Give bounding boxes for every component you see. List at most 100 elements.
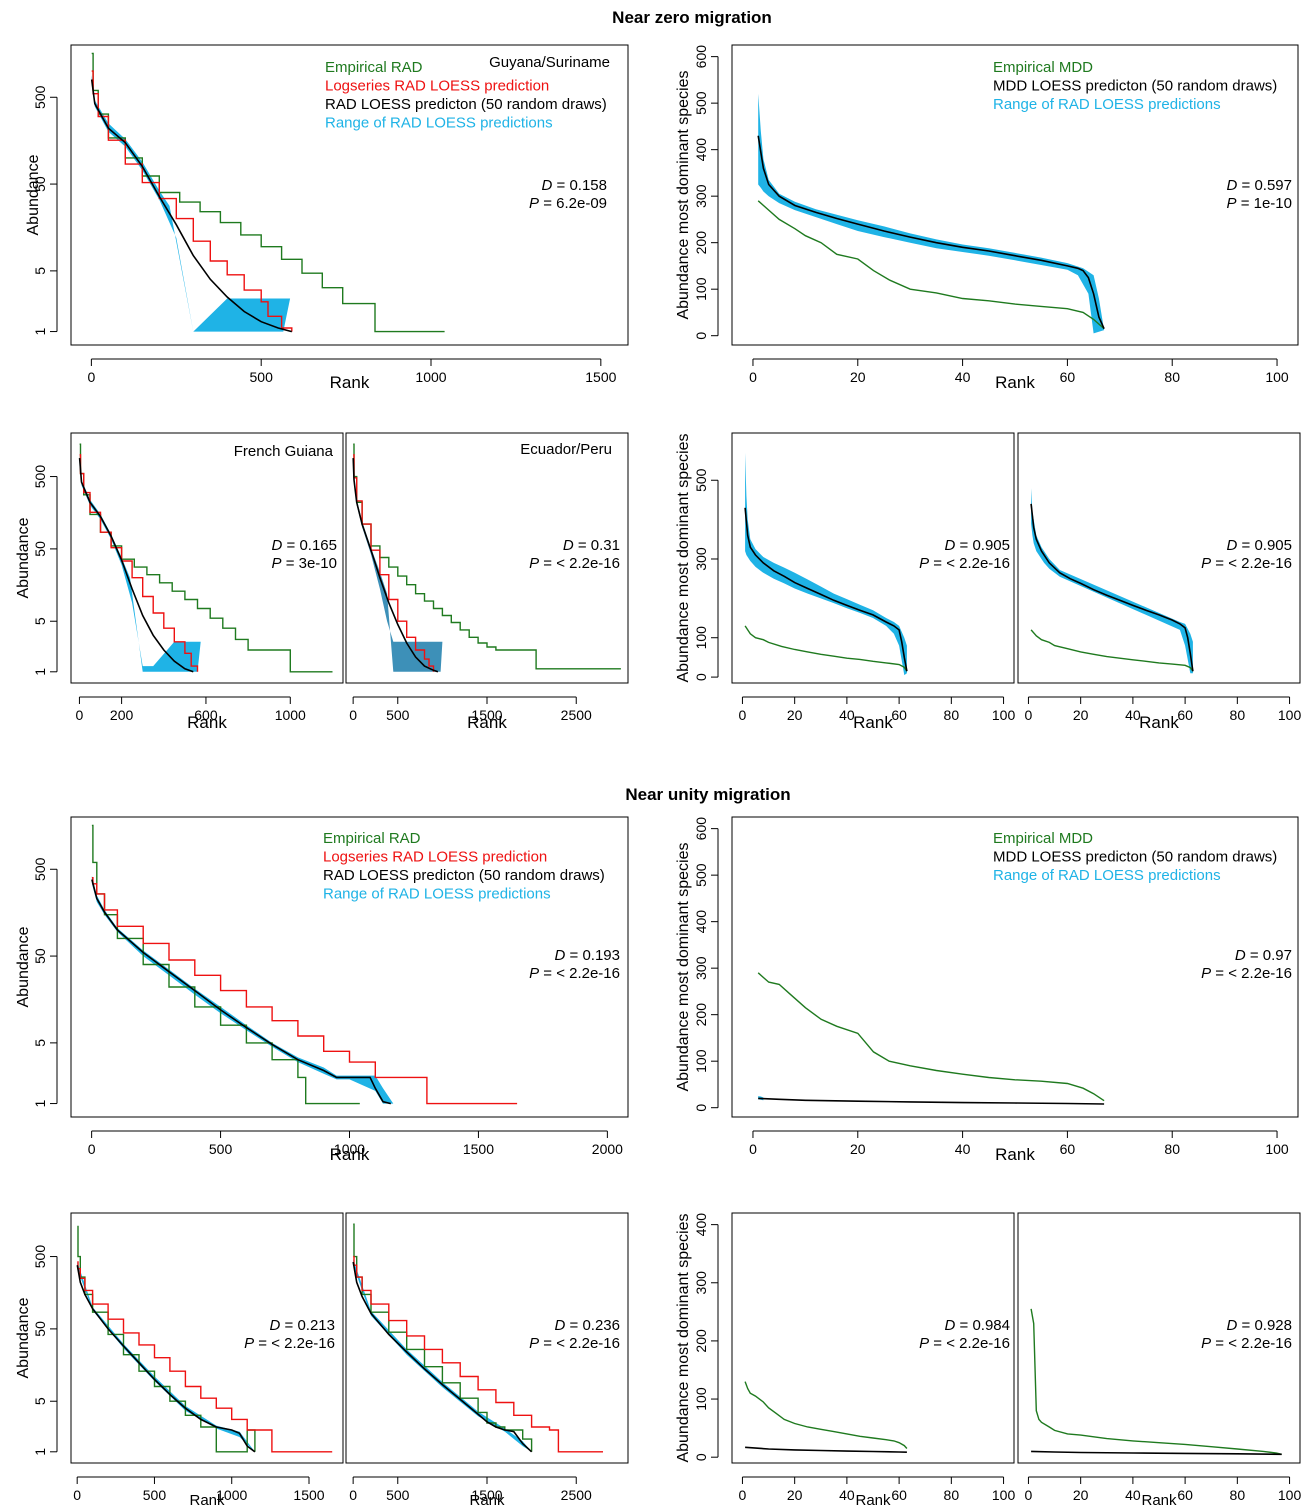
x-tick-label: 60: [891, 1487, 907, 1503]
x-tick-label: 80: [944, 707, 960, 723]
x-tick-label: 2000: [592, 1141, 623, 1157]
y-axis: 1 5 50 500: [32, 465, 58, 676]
y-axis: 1 5 50 500: [32, 857, 58, 1107]
y-tick-label: 100: [693, 1387, 709, 1411]
range-band: [77, 1262, 255, 1452]
stat-p: P = 3e-10: [272, 555, 337, 572]
range-band: [758, 93, 1105, 334]
stat-d: D = 0.905: [945, 537, 1010, 554]
y-tick-label: 500: [32, 465, 48, 489]
logseries-line: [79, 454, 199, 672]
loess-line: [1031, 1450, 1282, 1456]
y-tick-label: 5: [32, 1397, 48, 1405]
x-axis: 0 500 1500 2500: [349, 696, 592, 723]
y-tick-label: 500: [693, 863, 709, 887]
y-axis: 0 100 200 300 400 500 600: [693, 817, 719, 1112]
x-tick-label: 80: [1164, 369, 1180, 385]
plot-frame: [731, 44, 1299, 346]
plot-frame: [731, 1212, 1015, 1464]
empirical-line: [79, 443, 333, 673]
x-tick-label: 1500: [471, 1487, 502, 1503]
stat-d: D = 0.928: [1227, 1317, 1292, 1334]
x-axis-label: Rank: [853, 713, 893, 732]
stat-p: P = < 2.2e-16: [529, 1335, 620, 1352]
x-tick-label: 1500: [585, 369, 616, 385]
x-tick-label: 100: [1265, 1141, 1289, 1157]
x-tick-label: 20: [787, 1487, 803, 1503]
y-tick-label: 400: [693, 910, 709, 934]
stat-p: P = < 2.2e-16: [1201, 555, 1292, 572]
chart-zero-rad-fg: 0 200 600 1000 Rank 1 5 50 500 Abundance French Gu…: [15, 432, 344, 732]
legend-entry: Range of RAD LOESS predictions: [993, 867, 1221, 884]
x-tick-label: 60: [891, 707, 907, 723]
y-axis: 1 5 50 500: [32, 85, 58, 335]
stat-d: D = 0.213: [270, 1317, 335, 1334]
y-tick-label: 50: [32, 541, 48, 557]
y-tick-label: 500: [32, 1245, 48, 1269]
plot-area: [757, 972, 1105, 1105]
y-tick-label: 500: [32, 857, 48, 881]
logseries-line: [77, 1261, 333, 1453]
section-title-zero: Near zero migration: [612, 8, 772, 27]
plot-frame: [345, 1212, 629, 1464]
legend-entry: Range of RAD LOESS predictions: [323, 886, 551, 903]
x-tick-label: 500: [250, 369, 274, 385]
empirical-line: [757, 200, 1105, 330]
x-axis-label: Rank: [1141, 1492, 1177, 1509]
x-tick-label: 100: [1265, 369, 1289, 385]
x-axis-label: Rank: [467, 713, 507, 732]
stat-d: D = 0.236: [555, 1317, 620, 1334]
y-tick-label: 500: [32, 85, 48, 109]
x-tick-label: 60: [1060, 1141, 1076, 1157]
x-axis: 0 20 40 60 80 100: [749, 1130, 1289, 1157]
x-tick-label: 1500: [293, 1487, 324, 1503]
y-axis-label: Abundance: [15, 517, 32, 598]
x-tick-label: 0: [739, 707, 747, 723]
range-band: [353, 454, 443, 672]
x-tick-label: 0: [349, 1487, 357, 1503]
chart-unity-rad-fg: 0 500 1000 1500 Rank 1 5 50 500 Abundance D = 0.21…: [15, 1212, 344, 1509]
x-axis-label: Rank: [469, 1492, 505, 1509]
x-tick-label: 500: [143, 1487, 167, 1503]
legend-entry: RAD LOESS predicton (50 random draws): [323, 867, 605, 884]
legend-entry: MDD LOESS predicton (50 random draws): [993, 849, 1277, 866]
logseries-line: [353, 454, 435, 672]
stat-d: D = 0.193: [555, 947, 620, 964]
plot-frame: [345, 432, 629, 684]
loess-line: [76, 1265, 256, 1453]
x-tick-label: 600: [194, 707, 218, 723]
x-axis-label: Rank: [187, 713, 227, 732]
stat-p: P = 6.2e-09: [529, 195, 607, 212]
x-axis-label: Rank: [995, 373, 1035, 392]
charts-layer: 0 500 1000 1500Rank1550500AbundanceGuyana/S…: [15, 44, 1301, 1509]
legend-entry: Logseries RAD LOESS prediction: [325, 78, 549, 95]
y-tick-label: 0: [693, 1104, 709, 1112]
chart-zero-mdd-top: 0 20 40 60 80 100 Rank 0 100 200 300 400 500 600Abund…: [675, 44, 1299, 392]
x-axis: 0 500 1500 2500: [349, 1476, 592, 1503]
y-tick-label: 200: [693, 231, 709, 255]
x-axis-label: Rank: [855, 1492, 891, 1509]
plot-area: [1030, 1308, 1282, 1456]
x-axis: 0 20 40 60 80 100: [749, 358, 1289, 385]
empirical-line: [1030, 1308, 1282, 1455]
y-axis-label: Abundance most dominant species: [675, 70, 692, 319]
x-tick-label: 1500: [471, 707, 502, 723]
y-axis: 0 100 200 300 400 500 600: [693, 45, 719, 340]
plot-frame: [70, 44, 629, 346]
x-tick-label: 0: [87, 369, 95, 385]
x-tick-label: 40: [1125, 707, 1141, 723]
x-tick-label: 500: [209, 1141, 233, 1157]
legend: Empirical MDD MDD LOESS predicton (50 ran…: [993, 830, 1277, 884]
plot-area: [91, 824, 518, 1105]
y-tick-label: 0: [693, 332, 709, 340]
x-tick-label: 0: [749, 1141, 757, 1157]
plot-frame: [731, 432, 1015, 684]
empirical-line: [91, 824, 360, 1105]
x-axis: 0 500 1000 1500: [73, 1476, 325, 1503]
x-tick-label: 40: [839, 707, 855, 723]
stat-d: D = 0.984: [945, 1317, 1010, 1334]
